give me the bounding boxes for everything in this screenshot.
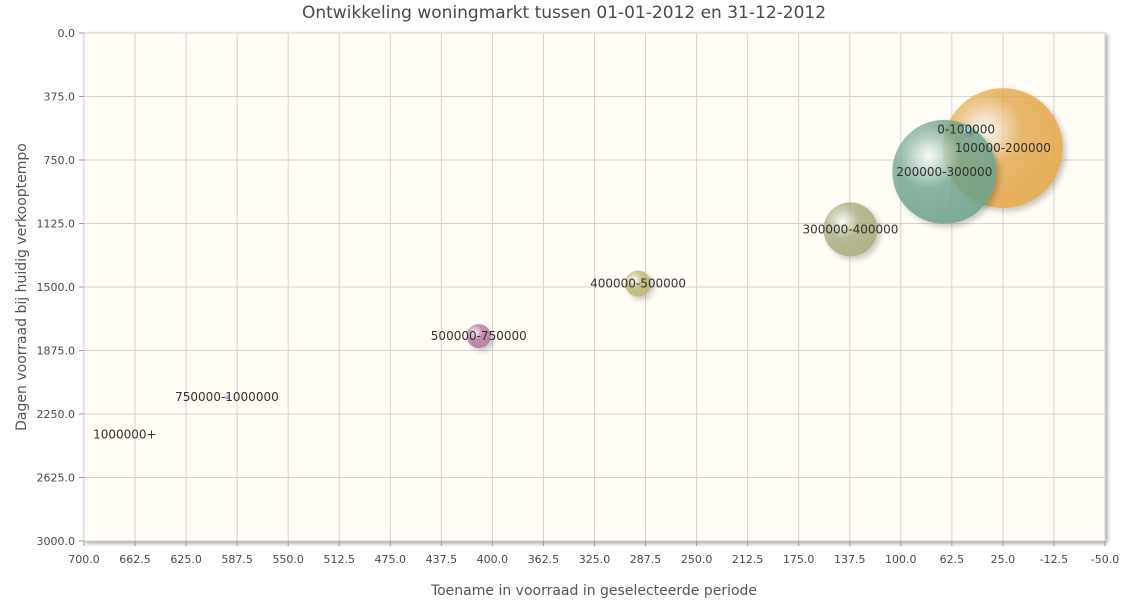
bubble-label: 300000-400000 [802,222,898,236]
x-tick-label: -50.0 [1091,553,1119,566]
x-tick-label: 325.0 [579,553,611,566]
bubble-label: 200000-300000 [896,165,992,179]
x-tick-label: 287.5 [630,553,662,566]
x-axis-title: Toename in voorraad in geselecteerde per… [430,583,757,599]
grid [83,32,1106,542]
bubbles [224,88,1063,400]
x-tick-label: 400.0 [477,553,509,566]
x-tick-label: 137.5 [834,553,866,566]
bubble-label: 400000-500000 [590,277,686,291]
y-tick-label: 1125.0 [37,218,76,231]
bubble-labels: 0-100000 100000-200000 200000-300000 300000… [93,123,1051,442]
x-tick-label: 62.5 [940,553,965,566]
x-tick-label: -12.5 [1040,553,1068,566]
x-tick-label: 662.5 [119,553,151,566]
y-tick-label: 1875.0 [37,345,76,358]
bubble-point[interactable] [823,202,878,257]
bubble-point[interactable] [466,324,491,349]
bubble-point[interactable] [224,395,229,400]
x-tick-label: 700.0 [68,553,100,566]
bubble-label: 1000000+ [93,427,157,441]
x-tick-label: 437.5 [426,553,458,566]
bubble-point[interactable] [962,125,971,134]
x-tick-label: 212.5 [732,553,764,566]
bubble-label: 750000-1000000 [175,390,279,404]
y-tick-label: 2250.0 [37,408,76,421]
x-tick-label: 362.5 [528,553,560,566]
x-tick-label: 587.5 [221,553,253,566]
y-axis-ticks: 0.0 375.0 750.0 1125.0 1500.0 1875.0 2250.0 262… [37,27,84,548]
x-tick-label: 250.0 [681,553,713,566]
y-tick-label: 375.0 [44,91,76,104]
y-tick-label: 1500.0 [37,281,76,294]
y-tick-label: 750.0 [44,154,76,167]
bubble-label: 0-100000 [937,123,995,137]
bubble-point[interactable] [625,270,652,297]
x-tick-label: 100.0 [885,553,917,566]
bubble-label: 500000-750000 [431,329,527,343]
x-axis-ticks: 700.0 662.5 625.0 587.5 550.0 512.5 475.0 437.5… [68,541,1119,566]
x-tick-label: 625.0 [170,553,202,566]
y-tick-label: 0.0 [58,27,76,40]
x-tick-label: 512.5 [324,553,356,566]
y-tick-label: 2625.0 [37,472,76,485]
chart-title: Ontwikkeling woningmarkt tussen 01-01-20… [302,3,826,23]
bubble-point[interactable] [892,119,997,224]
bubble-label: 100000-200000 [955,141,1051,155]
y-axis-title: Dagen voorraad bij huidig verkooptempo [14,143,30,431]
y-tick-label: 3000.0 [37,535,76,548]
x-tick-label: 175.0 [783,553,815,566]
x-tick-label: 550.0 [272,553,304,566]
x-tick-label: 475.0 [375,553,407,566]
x-tick-label: 25.0 [991,553,1016,566]
